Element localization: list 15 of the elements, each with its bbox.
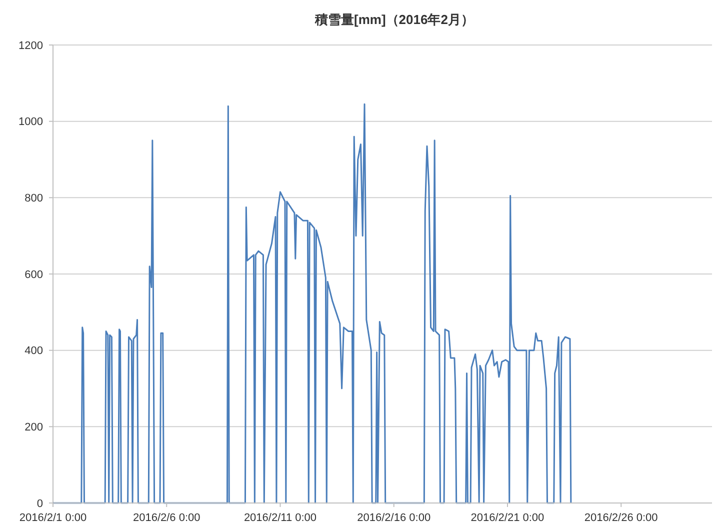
y-tick-label: 800 (24, 192, 43, 205)
y-tick-label: 1200 (18, 40, 43, 52)
line-series (52, 103, 572, 504)
y-tick-label: 600 (24, 268, 43, 281)
x-tick-label: 2016/2/16 0:00 (357, 512, 431, 524)
y-tick-label: 0 (36, 498, 43, 510)
x-tick-label: 2016/2/11 0:00 (244, 512, 317, 524)
x-tick-label: 2016/2/21 0:00 (470, 512, 544, 524)
chart-title: 積雪量[mm]（2016年2月） (314, 12, 474, 27)
x-tick-label: 2016/2/6 0:00 (132, 512, 200, 524)
y-tick-label: 400 (24, 345, 43, 358)
x-tick-label: 2016/2/26 0:00 (584, 512, 658, 524)
y-tick-label: 1000 (18, 116, 43, 128)
y-tick-label: 200 (24, 422, 43, 434)
x-tick-label: 2016/2/1 0:00 (19, 512, 87, 524)
